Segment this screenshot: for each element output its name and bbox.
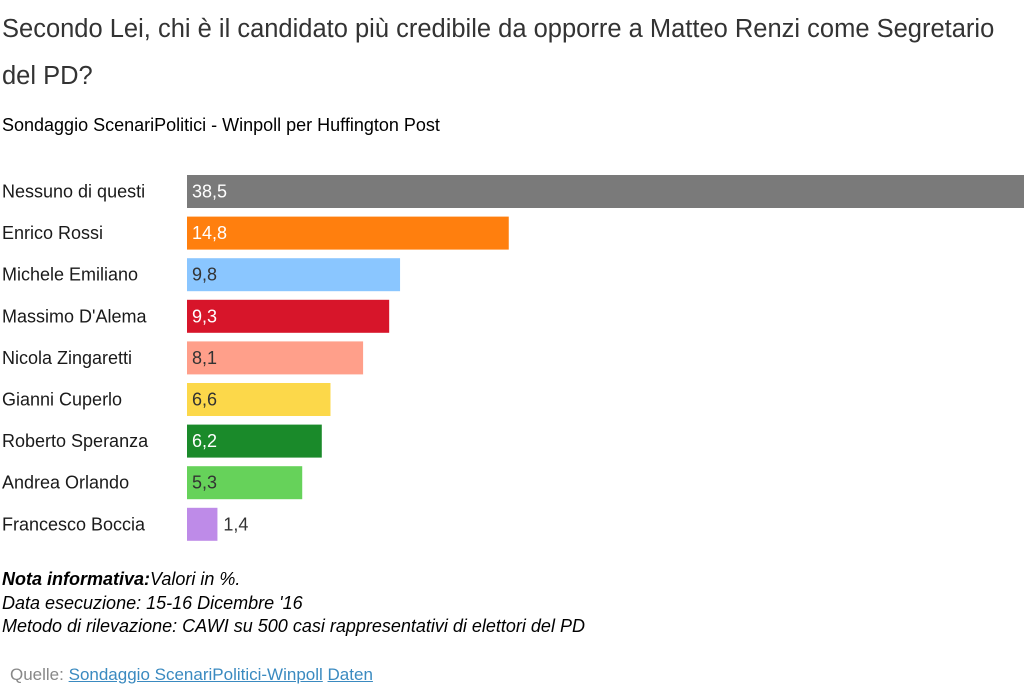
- category-label-andrea-orlando: Andrea Orlando: [2, 473, 129, 493]
- bar-nessuno-di-questi: [187, 175, 1024, 208]
- data-link[interactable]: Daten: [327, 665, 373, 684]
- category-label-michele-emiliano: Michele Emiliano: [2, 265, 138, 285]
- value-label-gianni-cuperlo: 6,6: [192, 390, 217, 410]
- category-label-enrico-rossi: Enrico Rossi: [2, 223, 103, 243]
- category-label-roberto-speranza: Roberto Speranza: [2, 431, 149, 451]
- category-label-nessuno-di-questi: Nessuno di questi: [2, 182, 145, 202]
- value-label-andrea-orlando: 5,3: [192, 473, 217, 493]
- source-line: Quelle: Sondaggio ScenariPolitici-Winpol…: [10, 663, 373, 687]
- bar-roberto-speranza: [187, 424, 322, 458]
- value-label-enrico-rossi: 14,8: [192, 223, 227, 243]
- chart-subtitle: Sondaggio ScenariPolitici - Winpoll per …: [2, 115, 440, 135]
- chart-title: Secondo Lei, chi è il candidato più cred…: [2, 15, 995, 90]
- source-link[interactable]: Sondaggio ScenariPolitici-Winpoll: [68, 665, 323, 684]
- category-label-francesco-boccia: Francesco Boccia: [2, 514, 146, 534]
- bar-francesco-boccia: [187, 507, 218, 541]
- notes: Nota informativa:Valori in %. Data esecu…: [2, 568, 585, 639]
- value-label-massimo-d-alema: 9,3: [192, 306, 217, 326]
- value-label-francesco-boccia: 1,4: [223, 514, 248, 534]
- category-label-nicola-zingaretti: Nicola Zingaretti: [2, 348, 132, 368]
- bar-nicola-zingaretti: [187, 341, 364, 375]
- bar-massimo-d-alema: [187, 299, 390, 333]
- source-label: Quelle:: [10, 665, 64, 684]
- bar-enrico-rossi: [187, 216, 509, 250]
- value-label-michele-emiliano: 9,8: [192, 265, 217, 285]
- category-label-gianni-cuperlo: Gianni Cuperlo: [2, 390, 122, 410]
- bar-gianni-cuperlo: [187, 383, 331, 416]
- value-label-nessuno-di-questi: 38,5: [192, 182, 227, 202]
- value-label-nicola-zingaretti: 8,1: [192, 348, 217, 368]
- notes-label: Nota informativa:: [2, 569, 151, 589]
- category-label-massimo-d-alema: Massimo D'Alema: [2, 306, 147, 326]
- value-label-roberto-speranza: 6,2: [192, 431, 217, 451]
- bar-michele-emiliano: [187, 258, 401, 292]
- notes-line-2: Data esecuzione: 15-16 Dicembre '16: [2, 592, 303, 613]
- notes-line-1: Nota informativa:Valori in %.: [2, 568, 585, 592]
- notes-text: Valori in %.: [150, 569, 241, 589]
- bar-andrea-orlando: [187, 466, 303, 500]
- notes-line-3: Metodo di rilevazione: CAWI su 500 casi …: [2, 616, 585, 636]
- bar-chart: Nessuno di questi 38,5 Enrico Rossi 14,8 Mic…: [2, 175, 1024, 541]
